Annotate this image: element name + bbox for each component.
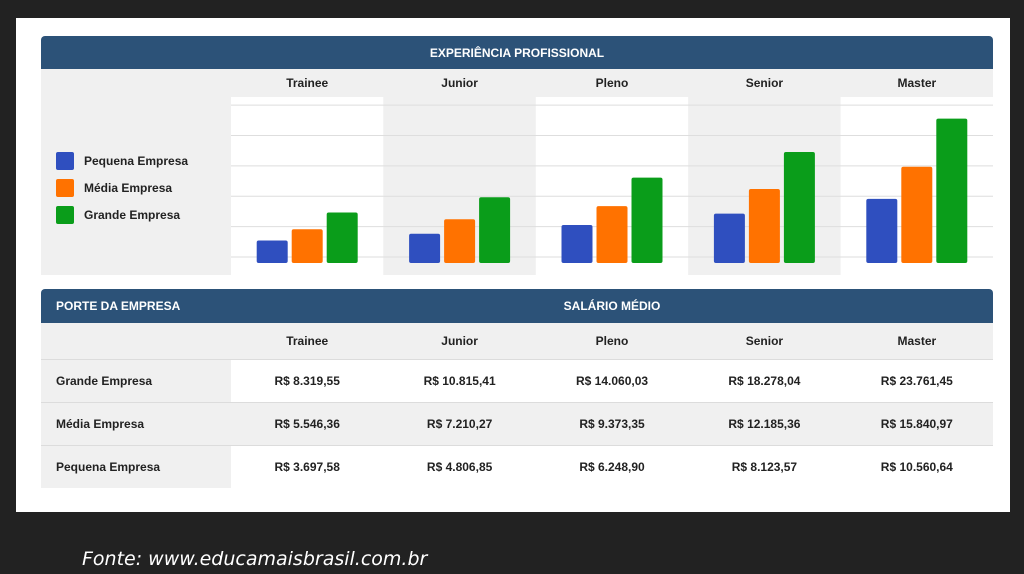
table-cell: R$ 4.806,85: [383, 446, 536, 488]
bar-grande-junior: [479, 197, 511, 263]
bar-media-senior: [748, 188, 780, 263]
legend: Pequena Empresa Média Empresa Grande Emp…: [56, 147, 188, 228]
column-header-master: Master: [897, 76, 937, 90]
legend-swatch-media: [56, 178, 74, 197]
legend-item-grande: Grande Empresa: [56, 201, 188, 228]
table-header-left: PORTE DA EMPRESA: [56, 299, 181, 313]
table-header-right: SALÁRIO MÉDIO: [563, 299, 661, 313]
bar-pequena-senior: [713, 213, 745, 263]
chart-area: Pequena Empresa Média Empresa Grande Emp…: [41, 97, 993, 275]
bar-media-master: [901, 166, 933, 263]
bar-media-trainee: [291, 229, 323, 263]
salary-table: Grande Empresa R$ 8.319,55 R$ 10.815,41 …: [41, 359, 994, 488]
column-header-senior: Senior: [745, 76, 784, 90]
table-cell: R$ 18.278,04: [688, 360, 841, 402]
legend-swatch-grande: [56, 205, 74, 224]
bar-media-pleno: [596, 206, 628, 263]
source-caption: Fonte: www.educamaisbrasil.com.br: [82, 548, 428, 570]
chart-header: EXPERIÊNCIA PROFISSIONAL: [41, 36, 993, 69]
table-cell: R$ 15.840,97: [840, 403, 994, 445]
table-column-trainee: Trainee: [286, 334, 329, 348]
bar-pequena-junior: [409, 233, 441, 263]
legend-swatch-pequena: [56, 151, 74, 170]
table-cell: R$ 7.210,27: [383, 403, 536, 445]
bar-chart: [231, 97, 993, 275]
column-header-pleno: Pleno: [595, 76, 629, 90]
table-cell: R$ 9.373,35: [535, 403, 689, 445]
legend-label-media: Média Empresa: [84, 180, 173, 195]
table-column-master: Master: [897, 334, 937, 348]
column-header-trainee: Trainee: [286, 76, 329, 90]
row-label: Pequena Empresa: [41, 446, 231, 488]
bar-grande-senior: [783, 151, 815, 263]
table-cell: R$ 14.060,03: [535, 360, 689, 402]
table-row: Grande Empresa R$ 8.319,55 R$ 10.815,41 …: [41, 359, 994, 402]
table-cell: R$ 8.123,57: [688, 446, 841, 488]
table-cell: R$ 23.761,45: [840, 360, 994, 402]
table-row: Média Empresa R$ 5.546,36 R$ 7.210,27 R$…: [41, 402, 994, 445]
column-spacer: [41, 323, 231, 359]
row-label: Grande Empresa: [41, 360, 231, 402]
chart-column-headers: Trainee Junior Pleno Senior Master: [41, 69, 993, 97]
table-cell: R$ 12.185,36: [688, 403, 841, 445]
chart-card: EXPERIÊNCIA PROFISSIONAL Trainee Junior …: [16, 18, 1010, 512]
bar-grande-pleno: [631, 177, 663, 263]
bar-pequena-master: [866, 198, 898, 263]
table-column-junior: Junior: [441, 334, 478, 348]
table-header: PORTE DA EMPRESA SALÁRIO MÉDIO: [41, 289, 993, 323]
table-column-headers: Trainee Junior Pleno Senior Master: [41, 323, 993, 359]
legend-item-pequena: Pequena Empresa: [56, 147, 188, 174]
table-cell: R$ 10.815,41: [383, 360, 536, 402]
bar-pequena-trainee: [256, 240, 288, 263]
table-row: Pequena Empresa R$ 3.697,58 R$ 4.806,85 …: [41, 445, 994, 488]
row-label: Média Empresa: [41, 403, 231, 445]
column-spacer: [41, 69, 231, 97]
legend-label-pequena: Pequena Empresa: [84, 153, 189, 168]
table-column-pleno: Pleno: [595, 334, 629, 348]
table-cell: R$ 10.560,64: [840, 446, 994, 488]
column-header-junior: Junior: [441, 76, 478, 90]
table-cell: R$ 3.697,58: [231, 446, 384, 488]
bar-media-junior: [444, 219, 476, 263]
bar-pequena-pleno: [561, 225, 593, 263]
legend-item-media: Média Empresa: [56, 174, 188, 201]
table-cell: R$ 5.546,36: [231, 403, 384, 445]
bar-grande-master: [936, 118, 968, 263]
table-cell: R$ 8.319,55: [231, 360, 384, 402]
legend-label-grande: Grande Empresa: [84, 207, 181, 222]
table-cell: R$ 6.248,90: [535, 446, 689, 488]
bar-grande-trainee: [326, 212, 358, 263]
table-column-senior: Senior: [745, 334, 784, 348]
